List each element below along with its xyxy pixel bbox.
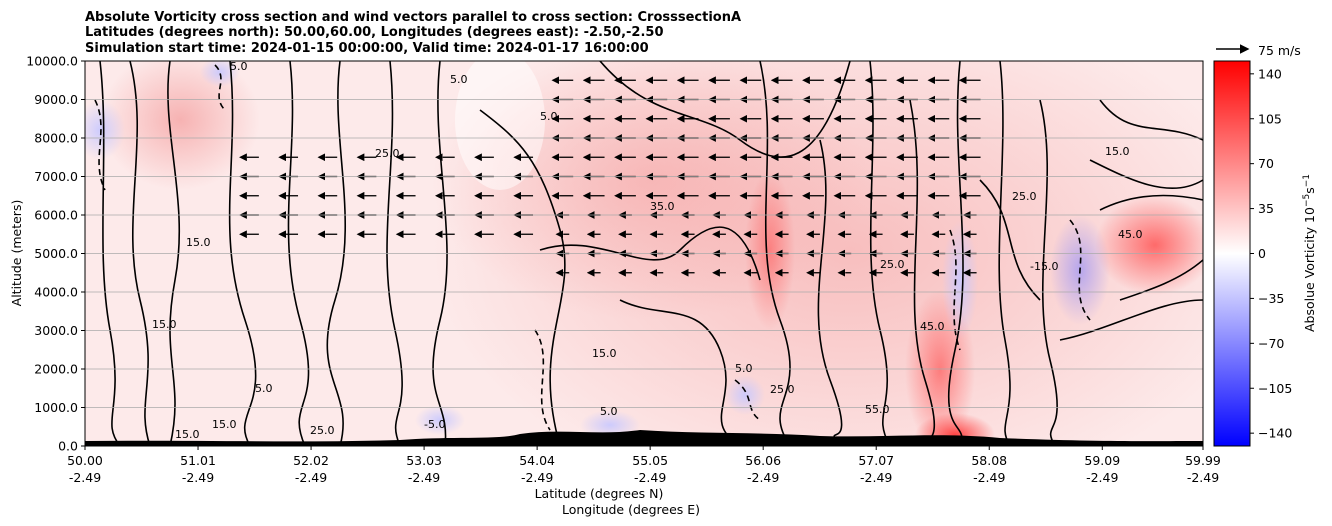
contour-label: -5.0 xyxy=(424,418,445,431)
terrain-band xyxy=(85,430,1203,446)
x-tick-label-lat: 59.99 xyxy=(1185,453,1221,468)
contour-label: 5.0 xyxy=(450,73,468,86)
x-tick-label-lat: 58.08 xyxy=(971,453,1007,468)
quiver-key: 75 m/s xyxy=(1216,43,1301,58)
contour-label: 25.0 xyxy=(880,258,905,271)
quiver-key-label: 75 m/s xyxy=(1258,43,1301,58)
y-tick-label: 5000.0 xyxy=(34,246,78,261)
chart-title: Absolute Vorticity cross section and win… xyxy=(85,10,741,56)
contour-label: 15.0 xyxy=(186,236,211,249)
colorbar-gradient xyxy=(1213,60,1251,447)
contour-label: 5.0 xyxy=(735,362,753,375)
y-tick-label: 9000.0 xyxy=(34,92,78,107)
y-axis: 0.0 1000.0 2000.0 3000.0 4000.0 5000.0 6000.0 7… xyxy=(26,54,85,454)
contour-label: 5.0 xyxy=(230,60,248,73)
x-tick-label-lon: -2.49 xyxy=(182,470,214,485)
colorbar-tick-label: −35 xyxy=(1258,291,1284,306)
x-tick-label-lon: -2.49 xyxy=(1086,470,1118,485)
y-tick-label: 3000.0 xyxy=(34,323,78,338)
colorbar-tick-label: −70 xyxy=(1258,336,1284,351)
colorbar-label: Absolue Vorticity 10−5s−1 xyxy=(1302,174,1317,332)
y-tick-label: 10000.0 xyxy=(26,54,78,69)
contour-label: 15.0 xyxy=(175,428,200,441)
x-tick-label-lat: 54.04 xyxy=(519,453,555,468)
y-tick-label: 7000.0 xyxy=(34,169,78,184)
negative-contour-lines xyxy=(94,64,1091,431)
colorbar-ticks: 140 105 70 35 0 −35 −70 −105 −140 xyxy=(1250,66,1292,441)
title-line-2: Latitudes (degrees north): 50.00,60.00, … xyxy=(85,25,664,40)
x-tick-label-lon: -2.49 xyxy=(69,470,101,485)
x-tick-label-lat: 52.02 xyxy=(293,453,329,468)
x-tick-label-lon: -2.49 xyxy=(973,470,1005,485)
x-tick-label-lon: -2.49 xyxy=(860,470,892,485)
grid-lines xyxy=(85,99,1203,408)
y-tick-label: 2000.0 xyxy=(34,362,78,377)
y-axis-label: Altitude (meters) xyxy=(9,200,24,307)
y-tick-label: 8000.0 xyxy=(34,131,78,146)
y-tick-label: 4000.0 xyxy=(34,285,78,300)
colorbar-tick-label: 105 xyxy=(1258,111,1282,126)
title-line-1: Absolute Vorticity cross section and win… xyxy=(85,10,741,25)
contour-label: 25.0 xyxy=(310,424,335,437)
y-tick-label: 1000.0 xyxy=(34,400,78,415)
colorbar-tick-label: 70 xyxy=(1258,156,1274,171)
x-tick-label-lat: 59.09 xyxy=(1084,453,1120,468)
x-tick-label-lat: 56.06 xyxy=(745,453,781,468)
colorbar-tick-label: 0 xyxy=(1258,246,1266,261)
colorbar-tick-label: 140 xyxy=(1258,66,1282,81)
contour-label: 25.0 xyxy=(770,383,795,396)
x-tick-label-lon: -2.49 xyxy=(634,470,666,485)
contour-label: 15.0 xyxy=(212,418,237,431)
colorbar-tick-label: −140 xyxy=(1258,426,1292,441)
contour-label: 45.0 xyxy=(1118,228,1143,241)
colorbar: 140 105 70 35 0 −35 −70 −105 −140 Absolue Vortic… xyxy=(1213,60,1317,447)
contour-label: 35.0 xyxy=(650,200,675,213)
contour-label: 5.0 xyxy=(255,382,273,395)
contour-label: -15.0 xyxy=(1030,260,1058,273)
x-tick-label-lat: 50.00 xyxy=(67,453,103,468)
x-tick-label-lat: 55.05 xyxy=(632,453,668,468)
contour-labels: 15.0 15.0 5.0 15.0 15.0 -5.0 25.0 25.0 2… xyxy=(152,60,1143,441)
x-tick-label-lon: -2.49 xyxy=(521,470,553,485)
colorbar-tick-label: −105 xyxy=(1258,381,1292,396)
x-tick-label-lon: -2.49 xyxy=(747,470,779,485)
x-tick-label-lat: 57.07 xyxy=(858,453,894,468)
contour-label: 15.0 xyxy=(592,347,617,360)
title-line-3: Simulation start time: 2024-01-15 00:00:… xyxy=(85,41,649,56)
y-tick-label: 0.0 xyxy=(58,439,78,454)
contour-label: 15.0 xyxy=(1105,145,1130,158)
contour-label: 5.0 xyxy=(600,405,618,418)
y-tick-label: 6000.0 xyxy=(34,208,78,223)
x-axis: 50.00 -2.49 51.01 -2.49 52.02 -2.49 53.03 -2.49… xyxy=(67,446,1221,485)
x-tick-label-lat: 51.01 xyxy=(180,453,216,468)
contour-label: 45.0 xyxy=(920,320,945,333)
contour-label: 5.0 xyxy=(540,110,558,123)
colorbar-tick-label: 35 xyxy=(1258,201,1274,216)
contour-label: 25.0 xyxy=(1012,190,1037,203)
x-axis-label-longitude: Longitude (degrees E) xyxy=(562,502,700,517)
contour-label: 15.0 xyxy=(152,318,177,331)
x-tick-label-lat: 53.03 xyxy=(406,453,442,468)
x-axis-label-latitude: Latitude (degrees N) xyxy=(535,486,664,501)
vorticity-field xyxy=(85,61,1203,446)
contour-label: 55.0 xyxy=(865,403,890,416)
x-tick-label-lon: -2.49 xyxy=(1187,470,1219,485)
x-tick-label-lon: -2.49 xyxy=(295,470,327,485)
contour-label: 25.0 xyxy=(375,147,400,160)
x-tick-label-lon: -2.49 xyxy=(408,470,440,485)
